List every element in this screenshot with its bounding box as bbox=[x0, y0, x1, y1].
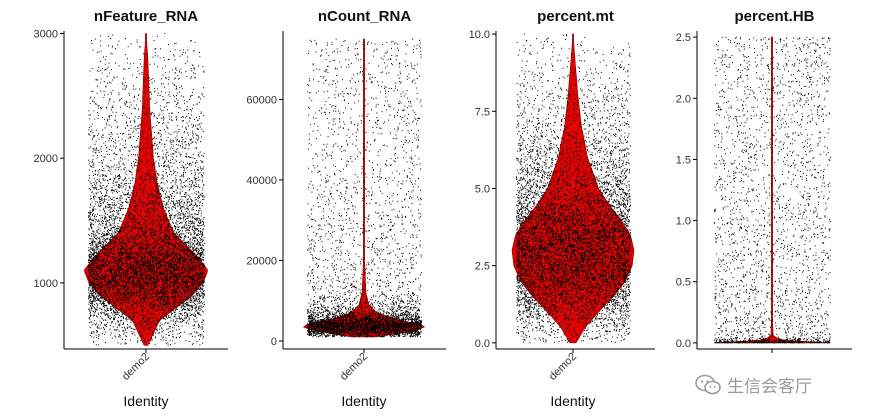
x-tick-label: demo2 bbox=[338, 351, 370, 383]
jitter-points-path bbox=[307, 38, 422, 338]
y-tick-label: 60000 bbox=[246, 94, 277, 106]
y-tick-label: 0.0 bbox=[676, 338, 691, 350]
violin-shape bbox=[302, 38, 426, 338]
panel-title: percent.mt bbox=[537, 8, 614, 25]
jitter-points-path bbox=[516, 33, 631, 344]
x-axis-title: Identity bbox=[123, 393, 168, 409]
x-tick-label: demo2 bbox=[547, 351, 579, 383]
violin-shape bbox=[511, 33, 635, 344]
y-tick-label: 0.5 bbox=[676, 277, 691, 289]
panel-3: percent.mt 0.0 2.5 5.0 7.5 10.0 demo2 Identity bbox=[469, 8, 655, 409]
panel-title: nFeature_RNA bbox=[94, 8, 198, 25]
y-tick-label: 3000 bbox=[34, 28, 58, 40]
jitter-points-path bbox=[88, 32, 205, 346]
watermark-text: 生信会客厅 bbox=[727, 377, 812, 397]
jitter-points-path bbox=[714, 36, 831, 344]
y-tick-label: 2.0 bbox=[676, 93, 691, 105]
y-tick-label: 0 bbox=[271, 336, 277, 348]
y-tick-label: 1.5 bbox=[676, 154, 691, 166]
y-tick-label: 2000 bbox=[34, 153, 58, 165]
panel-4: percent.HB 0.0 0.5 1.0 1.5 2.0 2.5 bbox=[676, 8, 852, 353]
panel-title: percent.HB bbox=[734, 8, 814, 25]
violin-speckles bbox=[746, 246, 804, 343]
x-axis-title: Identity bbox=[341, 393, 386, 409]
watermark: 生信会客厅 bbox=[695, 372, 812, 397]
y-tick-label: 1000 bbox=[34, 278, 58, 290]
y-tick-label: 2.5 bbox=[475, 261, 490, 273]
x-axis-title: Identity bbox=[550, 393, 595, 409]
jitter-points bbox=[88, 32, 205, 346]
y-tick-label: 10.0 bbox=[469, 29, 490, 41]
wechat-icon bbox=[695, 374, 721, 394]
jitter-points bbox=[515, 33, 631, 344]
x-tick-label: demo2 bbox=[120, 351, 152, 383]
panel-title: nCount_RNA bbox=[318, 8, 411, 25]
y-tick-label: 5.0 bbox=[475, 183, 490, 195]
violin-speckles bbox=[90, 44, 205, 346]
jitter-points bbox=[714, 36, 831, 344]
violin-speckles bbox=[515, 43, 631, 341]
y-tick-label: 20000 bbox=[246, 255, 277, 267]
jitter-points bbox=[307, 38, 422, 338]
y-tick-label: 2.5 bbox=[676, 32, 691, 44]
panel-1: nFeature_RNA 1000 2000 3000 demo2 Identity bbox=[34, 8, 228, 409]
violin-speckles bbox=[307, 118, 420, 338]
y-tick-label: 40000 bbox=[246, 175, 277, 187]
violin-shape bbox=[713, 36, 831, 344]
y-tick-label: 1.0 bbox=[676, 216, 691, 228]
panel-2: nCount_RNA 0 20000 40000 60000 demo2 Identity bbox=[246, 8, 446, 409]
y-tick-label: 0.0 bbox=[475, 338, 490, 350]
y-tick-label: 7.5 bbox=[475, 106, 490, 118]
